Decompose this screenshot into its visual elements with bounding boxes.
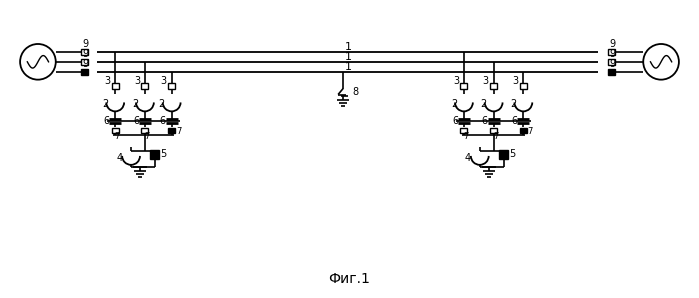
Text: 8: 8 <box>352 86 358 97</box>
Text: 7: 7 <box>144 132 150 141</box>
Text: 6: 6 <box>133 116 139 126</box>
Bar <box>520 83 527 89</box>
Text: 9: 9 <box>82 49 89 59</box>
Bar <box>461 83 468 89</box>
Text: 9: 9 <box>610 49 616 59</box>
Bar <box>112 83 119 89</box>
Bar <box>461 128 468 133</box>
Text: 9: 9 <box>610 59 616 69</box>
Bar <box>608 59 615 65</box>
Bar <box>490 83 497 89</box>
Text: 6: 6 <box>159 116 166 126</box>
Bar <box>141 128 148 133</box>
Text: 1: 1 <box>345 62 352 72</box>
Bar <box>168 128 175 133</box>
Bar <box>520 128 527 133</box>
Text: 6: 6 <box>482 116 488 126</box>
Bar <box>608 69 615 75</box>
Text: 7: 7 <box>528 127 533 136</box>
Text: 4: 4 <box>465 153 471 163</box>
Text: 2: 2 <box>510 100 517 109</box>
Text: 2: 2 <box>481 100 487 109</box>
Bar <box>81 69 88 75</box>
Text: 7: 7 <box>176 127 181 136</box>
Bar <box>168 83 175 89</box>
Text: 1: 1 <box>345 42 352 52</box>
Text: 6: 6 <box>103 116 109 126</box>
Text: 3: 3 <box>134 76 140 86</box>
Text: 3: 3 <box>453 76 459 86</box>
Text: 9: 9 <box>610 39 616 49</box>
Text: 6: 6 <box>452 116 458 126</box>
Text: 3: 3 <box>482 76 489 86</box>
Bar <box>81 49 88 55</box>
Text: 3: 3 <box>104 76 110 86</box>
Text: 3: 3 <box>161 76 167 86</box>
Bar <box>112 128 119 133</box>
Bar <box>499 150 508 159</box>
Text: 2: 2 <box>132 100 138 109</box>
Text: 9: 9 <box>82 39 89 49</box>
Text: 2: 2 <box>451 100 457 109</box>
Bar <box>490 128 497 133</box>
Text: 5: 5 <box>161 149 167 159</box>
Text: 7: 7 <box>493 132 498 141</box>
Text: 7: 7 <box>463 132 468 141</box>
Text: Фиг.1: Фиг.1 <box>328 272 370 286</box>
Text: 7: 7 <box>115 132 120 141</box>
Text: 2: 2 <box>159 100 165 109</box>
Text: 9: 9 <box>82 59 89 69</box>
Text: 6: 6 <box>512 116 517 126</box>
Text: 1: 1 <box>345 52 352 62</box>
Text: 4: 4 <box>116 153 122 163</box>
Bar <box>608 49 615 55</box>
Text: 2: 2 <box>102 100 108 109</box>
Bar <box>141 83 148 89</box>
Bar <box>150 150 159 159</box>
Text: 5: 5 <box>510 149 516 159</box>
Text: 3: 3 <box>512 76 519 86</box>
Bar <box>81 59 88 65</box>
